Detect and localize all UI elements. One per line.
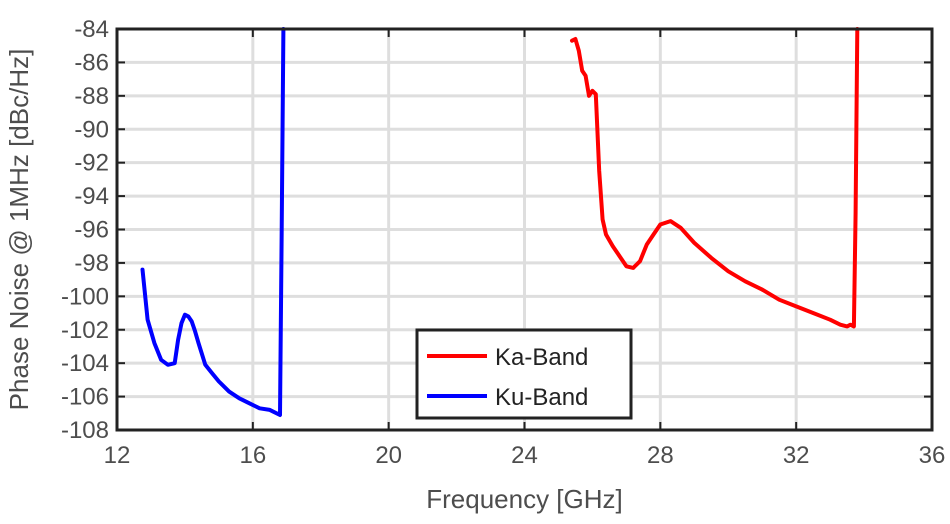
y-tick-label: -102 [61, 317, 109, 344]
y-tick-label: -94 [74, 183, 109, 210]
x-tick-label: 20 [375, 442, 402, 469]
y-tick-label: -92 [74, 150, 109, 177]
series-line-ka-band [570, 27, 860, 329]
series-lines [140, 27, 860, 417]
x-axis-label: Frequency [GHz] [426, 484, 623, 514]
legend-box [415, 328, 633, 420]
axis-ticks: 12 16 20 24 28 32 36 -84 -86 -88 -90 -92 -94 -96 -98 -1… [61, 16, 945, 469]
y-tick-label: -106 [61, 384, 109, 411]
y-axis-label: Phase Noise @ 1MHz [dBc/Hz] [4, 49, 34, 411]
x-tick-label: 12 [104, 442, 131, 469]
legend-label-ku-band: Ku-Band [495, 384, 588, 411]
y-tick-label: -84 [74, 16, 109, 43]
series-line-ku-band [140, 27, 286, 417]
y-tick-label: -104 [61, 350, 109, 377]
x-tick-label: 32 [783, 442, 810, 469]
legend-label-ka-band: Ka-Band [495, 344, 588, 371]
y-tick-label: -90 [74, 116, 109, 143]
legend: Ka-Band Ku-Band [415, 328, 633, 420]
y-tick-label: -88 [74, 83, 109, 110]
y-tick-label: -100 [61, 283, 109, 310]
y-tick-label: -96 [74, 217, 109, 244]
x-tick-label: 28 [647, 442, 674, 469]
x-tick-label: 36 [919, 442, 946, 469]
y-tick-label: -98 [74, 250, 109, 277]
x-tick-label: 24 [511, 442, 538, 469]
y-tick-label: -86 [74, 49, 109, 76]
x-tick-label: 16 [239, 442, 266, 469]
y-tick-label: -108 [61, 417, 109, 444]
